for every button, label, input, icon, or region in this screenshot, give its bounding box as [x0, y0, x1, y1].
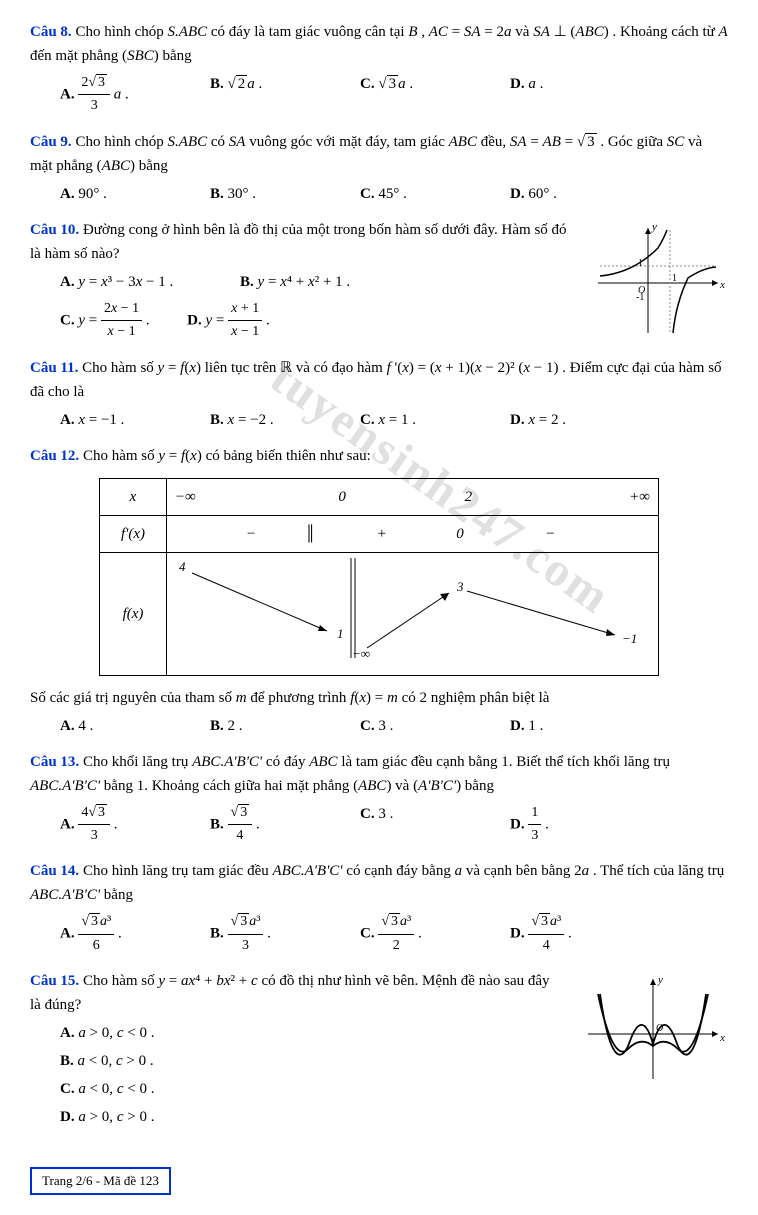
q11-opt-a: A. x = −1 .: [60, 408, 210, 432]
q8-text: Cho hình chóp S.ABC có đáy là tam giác v…: [30, 24, 728, 64]
q8-opt-d: D. a .: [510, 72, 660, 118]
q14-opt-d: D. 3a³4 .: [510, 911, 660, 957]
q15-label: Câu 15.: [30, 973, 79, 989]
q10-opt-b: B. y = x⁴ + x² + 1 .: [240, 270, 420, 294]
q12-opt-a: A. 4 .: [60, 714, 210, 738]
q10-graph: x y O 1 1 -1: [588, 218, 728, 338]
svg-text:3: 3: [456, 579, 464, 594]
q9-opt-d: D. 60° .: [510, 182, 660, 206]
q13-label: Câu 13.: [30, 754, 79, 770]
q10-text: Đường cong ở hình bên là đồ thị của một …: [30, 222, 567, 262]
q15-graph: x y O: [578, 969, 728, 1089]
question-8: Câu 8. Cho hình chóp S.ABC có đáy là tam…: [30, 20, 728, 122]
q14-text: Cho hình lăng trụ tam giác đều ABC.A'B'C…: [30, 863, 724, 903]
svg-text:x: x: [719, 279, 725, 291]
svg-text:y: y: [651, 221, 657, 233]
q15-opt-b: B. a < 0, c > 0 .: [60, 1049, 558, 1073]
svg-text:1: 1: [672, 273, 677, 284]
svg-text:−1: −1: [622, 631, 637, 646]
q8-label: Câu 8.: [30, 24, 72, 40]
q12-text2: Số các giá trị nguyên của tham số m để p…: [30, 690, 549, 706]
svg-text:-1: -1: [636, 292, 644, 303]
q9-label: Câu 9.: [30, 134, 72, 150]
question-15: Câu 15. Cho hàm số y = ax⁴ + bx² + c có …: [30, 969, 558, 1129]
variation-table: x−∞02+∞ f'(x)−║+0− f(x) 4 1 −∞ 3 −1: [99, 478, 659, 676]
q15-text: Cho hàm số y = ax⁴ + bx² + c có đồ thị n…: [30, 973, 550, 1013]
svg-text:4: 4: [179, 559, 186, 574]
q12-opt-b: B. 2 .: [210, 714, 360, 738]
q15-opt-c: C. a < 0, c < 0 .: [60, 1077, 558, 1101]
q10-opt-c: C. y = 2x − 1x − 1 . D. y = x + 1x − 1 .: [60, 298, 578, 344]
q12-opt-d: D. 1 .: [510, 714, 660, 738]
q10-label: Câu 10.: [30, 222, 79, 238]
q13-opt-c: C. 3 .: [360, 802, 510, 848]
q13-opt-d: D. 13 .: [510, 802, 660, 848]
q12-label: Câu 12.: [30, 448, 79, 464]
svg-text:1: 1: [337, 626, 344, 641]
page-footer: Trang 2/6 - Mã đề 123: [30, 1167, 171, 1195]
q9-opt-a: A. 90° .: [60, 182, 210, 206]
q10-opt-a: A. y = x³ − 3x − 1 .: [60, 270, 240, 294]
q12-text: Cho hàm số y = f(x) có bảng biến thiên n…: [83, 448, 371, 464]
q11-text: Cho hàm số y = f(x) liên tục trên ℝ và c…: [30, 360, 722, 400]
question-9: Câu 9. Cho hình chóp S.ABC có SA vuông g…: [30, 130, 728, 210]
q11-opt-d: D. x = 2 .: [510, 408, 660, 432]
question-10: Câu 10. Đường cong ở hình bên là đồ thị …: [30, 218, 578, 348]
svg-text:y: y: [657, 974, 663, 986]
q8-opt-b: B. 2a .: [210, 72, 360, 118]
question-12: Câu 12. Cho hàm số y = f(x) có bảng biến…: [30, 444, 728, 742]
q15-opt-a: A. a > 0, c < 0 .: [60, 1021, 558, 1045]
q9-opt-c: C. 45° .: [360, 182, 510, 206]
q13-text: Cho khối lăng trụ ABC.A'B'C' có đáy ABC …: [30, 754, 670, 794]
q14-opt-c: C. 3a³2 .: [360, 911, 510, 957]
q15-opt-d: D. a > 0, c > 0 .: [60, 1105, 558, 1129]
q8-opt-a: A. 233 a .: [60, 72, 210, 118]
q11-opt-b: B. x = −2 .: [210, 408, 360, 432]
q11-label: Câu 11.: [30, 360, 78, 376]
q14-opt-a: A. 3a³6 .: [60, 911, 210, 957]
q14-label: Câu 14.: [30, 863, 79, 879]
q9-text: Cho hình chóp S.ABC có SA vuông góc với …: [30, 133, 702, 174]
question-14: Câu 14. Cho hình lăng trụ tam giác đều A…: [30, 859, 728, 961]
q11-opt-c: C. x = 1 .: [360, 408, 510, 432]
q8-opt-c: C. 3a .: [360, 72, 510, 118]
q13-opt-a: A. 433 .: [60, 802, 210, 848]
question-13: Câu 13. Cho khối lăng trụ ABC.A'B'C' có …: [30, 750, 728, 852]
q12-opt-c: C. 3 .: [360, 714, 510, 738]
q13-opt-b: B. 34 .: [210, 802, 360, 848]
q9-opt-b: B. 30° .: [210, 182, 360, 206]
svg-text:x: x: [719, 1032, 725, 1044]
q14-opt-b: B. 3a³3 .: [210, 911, 360, 957]
question-11: Câu 11. Cho hàm số y = f(x) liên tục trê…: [30, 356, 728, 436]
